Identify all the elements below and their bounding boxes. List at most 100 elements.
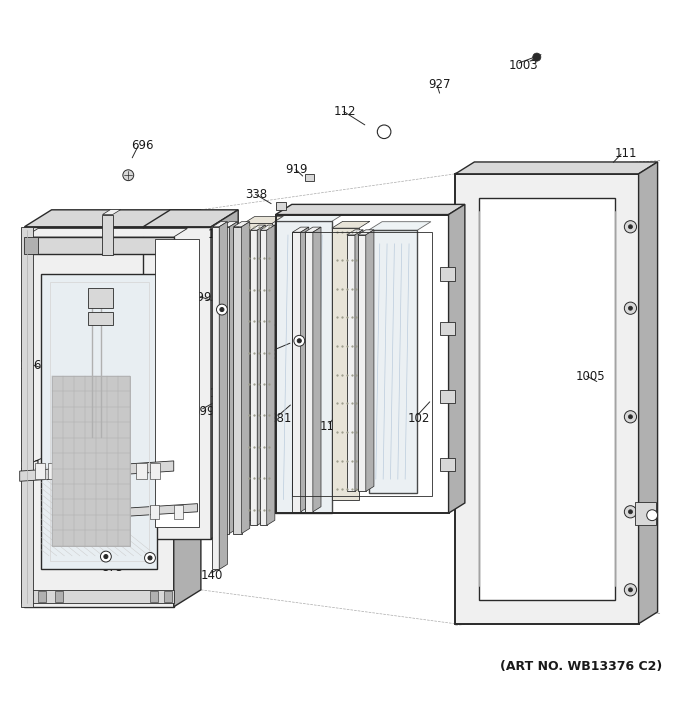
Circle shape bbox=[628, 306, 632, 310]
Text: 111: 111 bbox=[615, 147, 637, 160]
Circle shape bbox=[628, 510, 632, 514]
Polygon shape bbox=[305, 232, 313, 512]
Polygon shape bbox=[103, 210, 121, 215]
Polygon shape bbox=[219, 222, 227, 569]
Polygon shape bbox=[479, 198, 615, 600]
Polygon shape bbox=[257, 225, 265, 526]
Polygon shape bbox=[221, 222, 237, 227]
Text: 338: 338 bbox=[245, 188, 267, 201]
Circle shape bbox=[628, 588, 632, 592]
Polygon shape bbox=[456, 174, 639, 624]
Polygon shape bbox=[38, 591, 46, 602]
Polygon shape bbox=[156, 239, 199, 527]
Circle shape bbox=[624, 302, 636, 315]
Polygon shape bbox=[150, 463, 160, 479]
Polygon shape bbox=[366, 230, 374, 492]
Circle shape bbox=[104, 555, 108, 559]
Polygon shape bbox=[164, 591, 172, 602]
Polygon shape bbox=[41, 274, 157, 569]
Polygon shape bbox=[233, 227, 241, 534]
Text: (ART NO. WB13376 C2): (ART NO. WB13376 C2) bbox=[500, 660, 662, 673]
Polygon shape bbox=[332, 221, 370, 228]
Circle shape bbox=[377, 125, 391, 138]
Text: 875: 875 bbox=[255, 349, 277, 362]
Polygon shape bbox=[88, 288, 113, 308]
Text: 875: 875 bbox=[101, 561, 123, 574]
Text: 919: 919 bbox=[286, 162, 308, 175]
Polygon shape bbox=[150, 505, 160, 518]
Polygon shape bbox=[250, 225, 265, 230]
Polygon shape bbox=[260, 225, 275, 230]
Circle shape bbox=[624, 410, 636, 423]
Polygon shape bbox=[449, 204, 465, 513]
Polygon shape bbox=[456, 162, 658, 174]
Text: 113: 113 bbox=[320, 420, 342, 434]
Polygon shape bbox=[358, 230, 374, 235]
Polygon shape bbox=[275, 202, 286, 210]
Polygon shape bbox=[347, 235, 355, 492]
Polygon shape bbox=[55, 591, 63, 602]
Polygon shape bbox=[347, 230, 363, 235]
Circle shape bbox=[297, 339, 301, 343]
Polygon shape bbox=[267, 225, 275, 526]
Polygon shape bbox=[20, 461, 174, 481]
Circle shape bbox=[216, 304, 227, 315]
Polygon shape bbox=[24, 237, 38, 254]
Polygon shape bbox=[313, 227, 321, 512]
Polygon shape bbox=[275, 204, 465, 215]
Polygon shape bbox=[174, 210, 201, 607]
Polygon shape bbox=[52, 376, 130, 546]
Text: 140: 140 bbox=[81, 244, 103, 257]
Polygon shape bbox=[212, 222, 227, 227]
Polygon shape bbox=[211, 210, 238, 539]
Polygon shape bbox=[120, 505, 129, 518]
Polygon shape bbox=[243, 217, 283, 223]
Polygon shape bbox=[441, 389, 456, 403]
Circle shape bbox=[628, 415, 632, 419]
Polygon shape bbox=[355, 230, 363, 492]
Polygon shape bbox=[635, 502, 656, 526]
Polygon shape bbox=[21, 227, 33, 607]
Polygon shape bbox=[24, 237, 174, 254]
Polygon shape bbox=[301, 227, 309, 512]
Polygon shape bbox=[441, 268, 456, 281]
Text: 927: 927 bbox=[428, 78, 451, 91]
Polygon shape bbox=[369, 230, 418, 493]
Polygon shape bbox=[24, 228, 187, 237]
Text: 696: 696 bbox=[131, 139, 154, 152]
Circle shape bbox=[624, 584, 636, 596]
Circle shape bbox=[145, 552, 156, 563]
Text: 121: 121 bbox=[20, 459, 42, 472]
Text: 119: 119 bbox=[67, 521, 90, 533]
Text: 117: 117 bbox=[209, 386, 232, 399]
Circle shape bbox=[148, 556, 152, 560]
Circle shape bbox=[624, 505, 636, 518]
Text: 281: 281 bbox=[269, 412, 291, 425]
Polygon shape bbox=[441, 457, 456, 471]
Polygon shape bbox=[69, 504, 197, 520]
Text: 699: 699 bbox=[189, 291, 212, 304]
Circle shape bbox=[624, 220, 636, 233]
Polygon shape bbox=[305, 174, 314, 181]
Circle shape bbox=[647, 510, 658, 521]
Polygon shape bbox=[229, 222, 237, 534]
Polygon shape bbox=[260, 230, 267, 526]
Polygon shape bbox=[35, 463, 45, 479]
Polygon shape bbox=[150, 591, 158, 602]
Polygon shape bbox=[143, 210, 238, 227]
Text: 699: 699 bbox=[192, 405, 215, 418]
Text: 875: 875 bbox=[43, 552, 65, 566]
Text: 101: 101 bbox=[207, 228, 230, 241]
Text: 133: 133 bbox=[248, 315, 271, 328]
Polygon shape bbox=[21, 590, 174, 603]
Polygon shape bbox=[88, 312, 113, 326]
Polygon shape bbox=[275, 213, 345, 221]
Polygon shape bbox=[250, 230, 257, 526]
Polygon shape bbox=[305, 227, 321, 232]
Polygon shape bbox=[24, 210, 201, 227]
Polygon shape bbox=[221, 227, 229, 534]
Polygon shape bbox=[292, 227, 309, 232]
Polygon shape bbox=[103, 215, 113, 255]
Polygon shape bbox=[137, 463, 147, 479]
Text: 136: 136 bbox=[20, 359, 42, 372]
